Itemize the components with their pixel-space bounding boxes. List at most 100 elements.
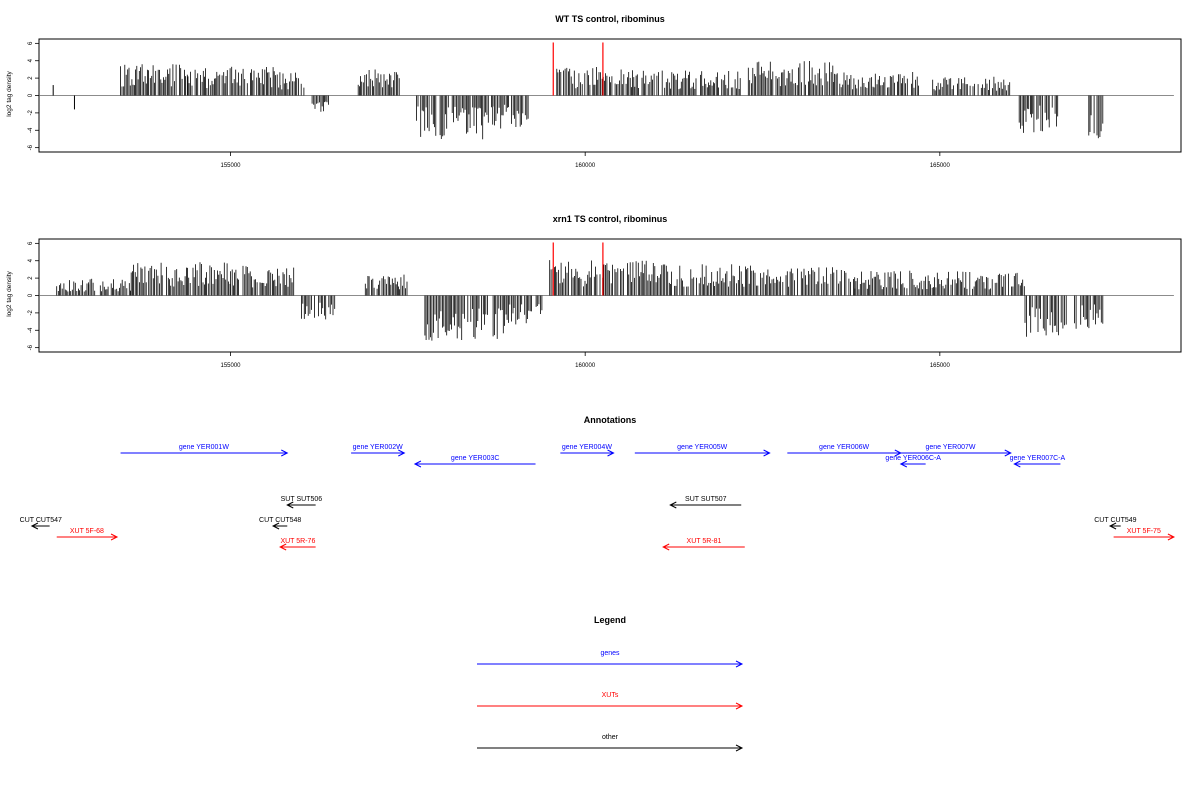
legend-label: other (602, 734, 619, 741)
legend-arrowhead (735, 744, 744, 752)
feature-arrowhead (1108, 522, 1117, 530)
y-tick-label: 6 (28, 41, 34, 45)
feature-arrowhead (271, 522, 280, 530)
coverage-segment (300, 295, 336, 320)
coverage-segment (506, 295, 543, 325)
feature-arrowhead (1004, 449, 1012, 457)
feature-label: CUT CUT547 (20, 517, 62, 524)
annotation-feature: XUT 5R-76 (279, 538, 316, 551)
coverage-segment (655, 264, 769, 296)
y-tick-label: 2 (28, 276, 34, 280)
coverage-segment (833, 72, 919, 96)
feature-arrowhead (763, 449, 771, 457)
y-tick-label: -4 (28, 127, 34, 133)
annotation-feature: SUT SUT507 (669, 496, 742, 509)
x-tick-label: 165000 (930, 163, 951, 169)
coverage-segment (556, 67, 635, 96)
coverage-segment (1024, 295, 1067, 337)
y-tick-label: -2 (28, 310, 34, 316)
coverage-segment (1074, 295, 1104, 329)
feature-label: gene YER001W (179, 444, 229, 451)
x-tick-label: 160000 (575, 363, 596, 369)
feature-arrowhead (279, 543, 287, 551)
feature-arrowhead (1013, 460, 1021, 468)
annotation-feature: SUT SUT506 (281, 496, 323, 509)
coverage-segment (1018, 95, 1059, 133)
coverage-segment (747, 61, 834, 96)
feature-arrowhead (286, 501, 294, 509)
feature-arrowhead (398, 449, 406, 457)
feature-label: CUT CUT549 (1094, 517, 1136, 524)
y-tick-label: 0 (28, 93, 34, 97)
feature-arrowhead (281, 449, 289, 457)
x-tick-label: 155000 (220, 163, 241, 169)
annotation-feature: CUT CUT547 (20, 517, 62, 530)
coverage-segment (424, 295, 507, 341)
annotation-feature: gene YER007C-A (1010, 455, 1066, 468)
x-tick-label: 165000 (930, 363, 951, 369)
annotation-feature: gene YER006W (787, 444, 902, 457)
coverage-segment (130, 262, 231, 296)
annotation-feature: XUT 5F-75 (1113, 528, 1176, 541)
annotation-feature: gene YER003C (413, 455, 536, 468)
feature-label: XUT 5F-75 (1127, 528, 1161, 535)
y-tick-label: 4 (28, 58, 34, 62)
x-tick-label: 160000 (575, 163, 596, 169)
feature-label: gene YER005W (677, 444, 727, 451)
feature-label: gene YER002W (353, 444, 403, 451)
legend-label: XUTs (602, 692, 619, 699)
y-tick-label: -6 (28, 144, 34, 150)
coverage-segment (1088, 95, 1104, 139)
y-tick-label: 6 (28, 241, 34, 245)
coverage-segment (88, 278, 131, 296)
feature-arrowhead (110, 533, 119, 541)
feature-label: gene YER004W (562, 444, 612, 451)
y-tick-label: 0 (28, 293, 34, 297)
legend-panel: Legend genes XUTs other (477, 615, 744, 752)
xrn1-panel-title: xrn1 TS control, ribominus (553, 214, 668, 224)
coverage-segment (56, 280, 89, 296)
coverage-segment (932, 76, 1011, 96)
annotation-feature: gene YER002W (351, 444, 406, 457)
legend-label: genes (600, 650, 620, 657)
coverage-segment (357, 69, 400, 96)
feature-label: SUT SUT506 (281, 496, 323, 503)
feature-arrowhead (607, 449, 615, 457)
feature-arrowhead (669, 501, 677, 509)
annotation-feature: CUT CUT549 (1094, 517, 1137, 530)
legend-entry: XUTs (477, 692, 744, 710)
annotation-feature: gene YER007W (890, 444, 1012, 457)
feature-label: gene YER006C-A (885, 455, 941, 462)
x-tick-label: 155000 (220, 363, 241, 369)
coverage-segment (634, 70, 741, 96)
annotation-feature: CUT CUT548 (259, 517, 301, 530)
feature-arrowhead (899, 460, 908, 468)
coverage-segment (364, 274, 408, 296)
annotation-feature: XUT 5R-81 (662, 538, 745, 551)
feature-arrowhead (1167, 533, 1176, 541)
coverage-segment (974, 272, 1025, 296)
feature-label: CUT CUT548 (259, 517, 301, 524)
coverage-segment (230, 265, 295, 296)
feature-label: SUT SUT507 (685, 496, 727, 503)
coverage-segment (415, 95, 494, 140)
y-tick-label: -4 (28, 327, 34, 333)
legend-entry: other (477, 734, 744, 752)
annotation-feature: XUT 5F-68 (56, 528, 119, 541)
feature-label: gene YER003C (451, 455, 500, 462)
y-tick-label: -2 (28, 110, 34, 116)
feature-label: gene YER007C-A (1010, 455, 1066, 462)
coverage-segment (187, 66, 281, 96)
annotation-feature: gene YER005W (634, 444, 771, 457)
legend-title: Legend (594, 615, 626, 625)
wt-coverage-panel: WT TS control, ribominus log2 tag densit… (6, 14, 1182, 169)
coverage-segment (492, 95, 529, 129)
annotations-panel: Annotations gene YER001W gene YER002W gene… (20, 415, 1176, 551)
annotation-feature: gene YER006C-A (885, 455, 941, 468)
wt-y-axis-label: log2 tag density (6, 70, 13, 116)
feature-arrowhead (662, 543, 670, 551)
feature-label: XUT 5F-68 (70, 528, 104, 535)
feature-label: gene YER007W (925, 444, 975, 451)
coverage-segment (854, 270, 975, 296)
